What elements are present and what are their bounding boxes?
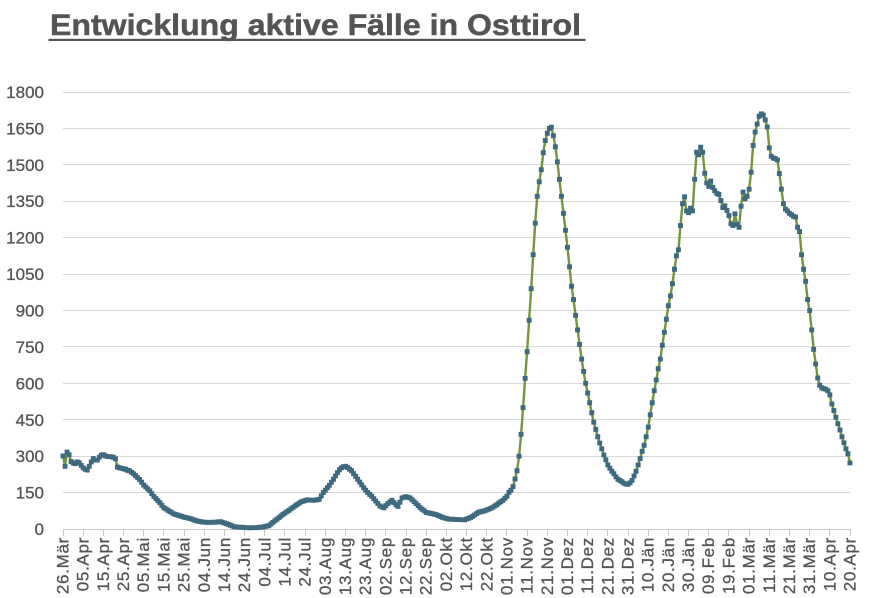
svg-text:25.Apr: 25.Apr bbox=[114, 537, 133, 591]
svg-text:05.Mai: 05.Mai bbox=[134, 537, 153, 592]
svg-text:26.Mär: 26.Mär bbox=[54, 537, 73, 594]
svg-text:21.Nov: 21.Nov bbox=[538, 537, 557, 595]
svg-text:03.Aug: 03.Aug bbox=[316, 537, 335, 595]
svg-text:1500: 1500 bbox=[6, 156, 44, 175]
svg-text:150: 150 bbox=[16, 484, 44, 503]
svg-text:14.Jun: 14.Jun bbox=[215, 537, 234, 592]
svg-text:09.Feb: 09.Feb bbox=[699, 537, 718, 594]
svg-text:01.Mär: 01.Mär bbox=[740, 537, 759, 594]
svg-text:01.Dez: 01.Dez bbox=[558, 537, 577, 595]
svg-text:01.Nov: 01.Nov bbox=[497, 537, 516, 595]
svg-text:30.Jän: 30.Jän bbox=[679, 537, 698, 592]
svg-text:04.Jul: 04.Jul bbox=[255, 537, 274, 587]
svg-text:1650: 1650 bbox=[6, 119, 44, 138]
svg-text:15.Apr: 15.Apr bbox=[94, 537, 113, 591]
svg-text:02.Sep: 02.Sep bbox=[376, 537, 395, 595]
svg-text:11.Mär: 11.Mär bbox=[760, 537, 779, 593]
svg-text:21.Dez: 21.Dez bbox=[598, 537, 617, 595]
svg-text:1050: 1050 bbox=[6, 265, 44, 284]
svg-text:14.Jul: 14.Jul bbox=[276, 537, 295, 587]
svg-text:31.Mär: 31.Mär bbox=[800, 537, 819, 594]
svg-text:900: 900 bbox=[16, 302, 44, 321]
svg-text:02.Okt: 02.Okt bbox=[437, 537, 456, 591]
svg-text:25.Mai: 25.Mai bbox=[175, 537, 194, 592]
svg-text:300: 300 bbox=[16, 447, 44, 466]
svg-text:10.Apr: 10.Apr bbox=[820, 537, 839, 591]
svg-text:21.Mär: 21.Mär bbox=[780, 537, 799, 594]
svg-text:0: 0 bbox=[35, 520, 44, 539]
svg-text:450: 450 bbox=[16, 411, 44, 430]
svg-text:13.Aug: 13.Aug bbox=[336, 537, 355, 595]
svg-text:1200: 1200 bbox=[6, 229, 44, 248]
svg-text:12.Sep: 12.Sep bbox=[397, 537, 416, 595]
svg-text:04.Jun: 04.Jun bbox=[195, 537, 214, 592]
svg-text:11.Nov: 11.Nov bbox=[518, 537, 537, 594]
svg-text:22.Sep: 22.Sep bbox=[417, 537, 436, 595]
svg-text:Entwicklung aktive Fälle in Os: Entwicklung aktive Fälle in Osttirol bbox=[50, 9, 581, 42]
svg-text:19.Feb: 19.Feb bbox=[719, 537, 738, 594]
svg-text:600: 600 bbox=[16, 374, 44, 393]
svg-text:20.Jän: 20.Jän bbox=[659, 537, 678, 592]
svg-text:05.Apr: 05.Apr bbox=[74, 537, 93, 591]
svg-text:11.Dez: 11.Dez bbox=[578, 537, 597, 594]
svg-text:1800: 1800 bbox=[6, 83, 44, 102]
svg-text:20.Apr: 20.Apr bbox=[841, 537, 860, 591]
svg-text:1350: 1350 bbox=[6, 192, 44, 211]
svg-text:12.Okt: 12.Okt bbox=[457, 537, 476, 591]
svg-text:10.Jän: 10.Jän bbox=[639, 537, 658, 592]
svg-text:24.Jul: 24.Jul bbox=[296, 537, 315, 587]
svg-text:23.Aug: 23.Aug bbox=[356, 537, 375, 595]
svg-text:15.Mai: 15.Mai bbox=[154, 537, 173, 592]
svg-text:24.Jun: 24.Jun bbox=[235, 537, 254, 592]
svg-text:22.Okt: 22.Okt bbox=[477, 537, 496, 591]
svg-text:750: 750 bbox=[16, 338, 44, 357]
svg-text:31.Dez: 31.Dez bbox=[619, 537, 638, 595]
